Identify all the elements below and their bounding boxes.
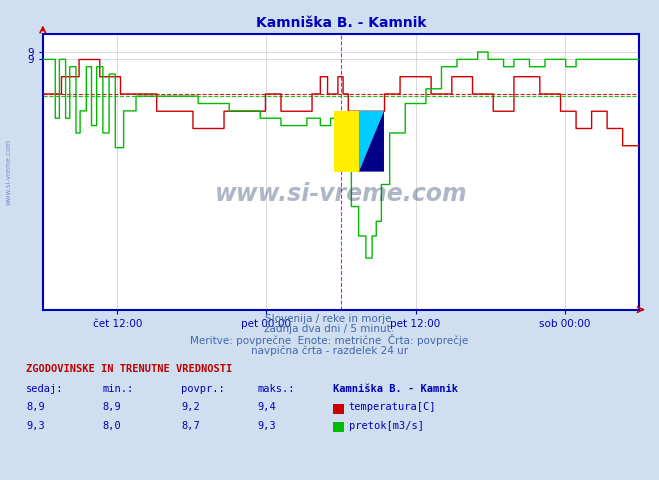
- Text: maks.:: maks.:: [257, 384, 295, 394]
- Text: sedaj:: sedaj:: [26, 384, 64, 394]
- Text: ZGODOVINSKE IN TRENUTNE VREDNOSTI: ZGODOVINSKE IN TRENUTNE VREDNOSTI: [26, 364, 233, 374]
- Text: www.si-vreme.com: www.si-vreme.com: [5, 139, 12, 204]
- Text: 9,3: 9,3: [257, 420, 275, 431]
- Polygon shape: [359, 111, 384, 172]
- Title: Kamniška B. - Kamnik: Kamniška B. - Kamnik: [256, 16, 426, 30]
- Text: 9,4: 9,4: [257, 402, 275, 412]
- Text: Kamniška B. - Kamnik: Kamniška B. - Kamnik: [333, 384, 458, 394]
- Bar: [334, 111, 359, 172]
- Text: temperatura[C]: temperatura[C]: [349, 402, 436, 412]
- Text: pretok[m3/s]: pretok[m3/s]: [349, 420, 424, 431]
- Text: 8,9: 8,9: [26, 402, 45, 412]
- Text: 9,2: 9,2: [181, 402, 200, 412]
- Polygon shape: [359, 111, 384, 172]
- Text: navpična črta - razdelek 24 ur: navpična črta - razdelek 24 ur: [251, 346, 408, 356]
- Text: min.:: min.:: [102, 384, 133, 394]
- Text: www.si-vreme.com: www.si-vreme.com: [215, 182, 467, 205]
- Text: 8,9: 8,9: [102, 402, 121, 412]
- Text: 8,0: 8,0: [102, 420, 121, 431]
- Text: Meritve: povprečne  Enote: metrične  Črta: povprečje: Meritve: povprečne Enote: metrične Črta:…: [190, 334, 469, 346]
- Text: 9,3: 9,3: [26, 420, 45, 431]
- Text: povpr.:: povpr.:: [181, 384, 225, 394]
- Text: zadnja dva dni / 5 minut.: zadnja dva dni / 5 minut.: [264, 324, 395, 334]
- Text: Slovenija / reke in morje.: Slovenija / reke in morje.: [264, 313, 395, 324]
- Text: 8,7: 8,7: [181, 420, 200, 431]
